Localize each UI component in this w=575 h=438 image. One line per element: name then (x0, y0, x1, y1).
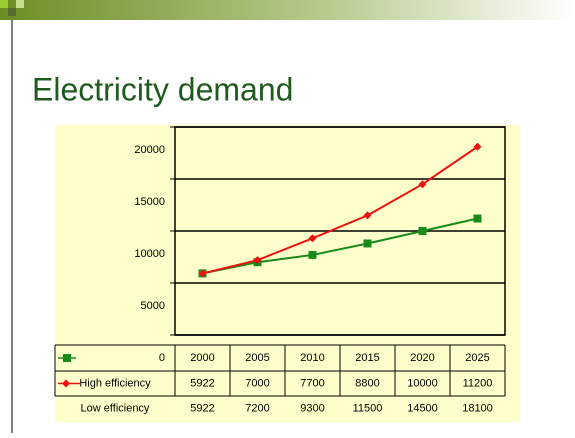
y-tick-label: 20000 (134, 144, 165, 156)
corner-block (0, 0, 8, 8)
y-tick-label: 15000 (134, 196, 165, 208)
y-tick-label: 0 (159, 352, 165, 364)
legend-label: Low efficiency (81, 402, 150, 414)
top-bar (0, 0, 575, 20)
table-value: 10000 (407, 377, 438, 389)
x-tick-label: 2000 (190, 352, 214, 364)
y-tick-label: 5000 (141, 300, 165, 312)
series-line (202, 145, 479, 275)
table-value: 7200 (245, 402, 269, 414)
marker (308, 234, 317, 243)
marker (418, 180, 427, 189)
x-tick-label: 2010 (300, 352, 324, 364)
table-value: 7700 (300, 377, 324, 389)
x-tick-label: 2020 (410, 352, 434, 364)
table-value: 11500 (353, 402, 383, 414)
marker (473, 142, 482, 151)
chart: 0 5000 10000 15000 20000 2000 2005 2010 2015 2020… (54, 126, 506, 414)
slide-title: Electricity demand (32, 71, 293, 107)
marker (473, 214, 482, 223)
marker (363, 239, 372, 248)
table-value: 5922 (190, 377, 214, 389)
table-value: 9300 (300, 402, 324, 414)
chart-area (55, 125, 520, 422)
marker (198, 269, 207, 278)
table-value: 5922 (190, 402, 214, 414)
marker (308, 250, 317, 259)
x-tick-label: 2025 (465, 352, 489, 364)
marker (418, 227, 427, 235)
corner-block (16, 0, 24, 8)
marker (253, 256, 262, 265)
series-line (202, 217, 478, 275)
marker (363, 211, 372, 220)
x-tick-label: 2015 (355, 352, 379, 364)
table-value: 14500 (407, 402, 438, 414)
table-value: 7000 (245, 377, 269, 389)
table-value: 8800 (355, 377, 379, 389)
corner-block (8, 8, 16, 16)
table-value: 11200 (463, 377, 493, 389)
y-tick-label: 10000 (134, 248, 165, 260)
x-tick-label: 2005 (245, 352, 269, 364)
legend-label: High efficiency (79, 377, 151, 389)
legend-key (63, 354, 71, 362)
table-value: 18100 (462, 402, 493, 414)
legend-key (62, 379, 70, 388)
